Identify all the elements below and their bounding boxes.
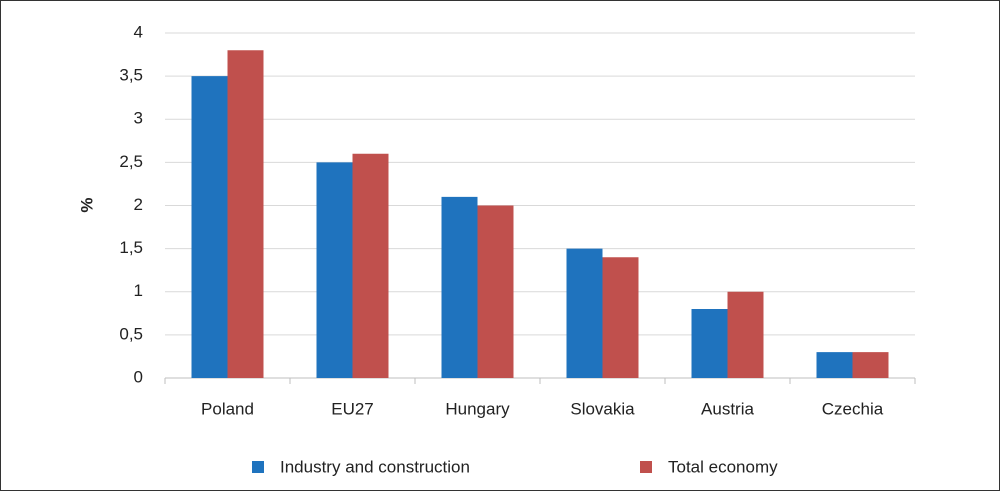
legend-swatch: [640, 461, 652, 473]
bar: [191, 76, 228, 378]
y-tick-label: 0,5: [119, 324, 143, 343]
bar: [852, 352, 889, 378]
bar: [816, 352, 853, 378]
x-tick-label: Austria: [701, 399, 754, 418]
y-tick-label: 1: [134, 281, 143, 300]
y-tick-label: 3,5: [119, 66, 143, 85]
x-tick-label: Czechia: [822, 399, 884, 418]
y-tick-label: 2: [134, 195, 143, 214]
bar: [316, 162, 353, 378]
y-tick-label: 2,5: [119, 152, 143, 171]
y-tick-label: 1,5: [119, 238, 143, 257]
legend-swatch: [252, 461, 264, 473]
bar: [566, 248, 603, 378]
x-tick-label: Hungary: [445, 399, 510, 418]
bar: [602, 257, 639, 378]
y-axis-label: %: [77, 197, 96, 212]
x-tick-label: EU27: [331, 399, 374, 418]
legend-label: Industry and construction: [280, 457, 470, 476]
bar: [441, 196, 478, 378]
bar: [477, 205, 514, 378]
y-tick-label: 4: [134, 22, 143, 41]
x-tick-label: Poland: [201, 399, 254, 418]
y-tick-label: 0: [134, 367, 143, 386]
bar: [352, 153, 389, 378]
bar: [691, 309, 728, 378]
legend-label: Total economy: [668, 457, 778, 476]
bar: [227, 50, 264, 378]
bar: [727, 291, 764, 378]
y-tick-label: 3: [134, 109, 143, 128]
x-tick-label: Slovakia: [570, 399, 635, 418]
